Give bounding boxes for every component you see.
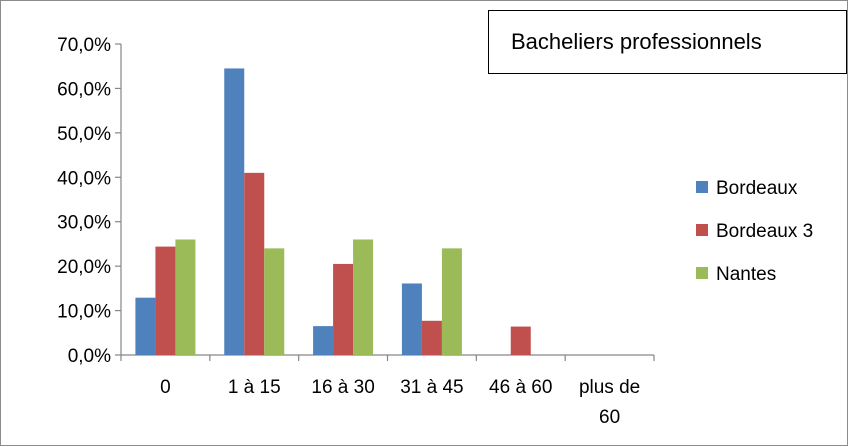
x-tick-label: plus de: [579, 377, 640, 398]
y-tick-label: 30,0%: [57, 213, 111, 234]
y-tick-label: 60,0%: [57, 79, 111, 100]
legend-swatch: [696, 267, 708, 279]
legend-label: Bordeaux: [716, 178, 798, 199]
bar-bordeaux: [313, 326, 334, 355]
bar-bordeaux-3: [333, 263, 354, 355]
bar-bordeaux-3: [244, 172, 265, 355]
bar-nantes: [175, 239, 196, 355]
x-tick-label: 0: [160, 377, 171, 398]
y-tick-label: 40,0%: [57, 168, 111, 189]
x-tick-label: 46 à 60: [489, 377, 552, 398]
legend-label: Nantes: [716, 264, 776, 285]
x-tick-label: 16 à 30: [311, 377, 374, 398]
bar-nantes: [441, 248, 462, 355]
bar-bordeaux-3: [155, 246, 176, 355]
bar-nantes: [353, 239, 374, 355]
legend-swatch: [696, 181, 708, 193]
bar-bordeaux: [224, 68, 245, 355]
y-tick-label: 10,0%: [57, 302, 111, 323]
x-tick-label: 60: [599, 407, 620, 428]
x-tick-label: 1 à 15: [228, 377, 281, 398]
legend-swatch: [696, 224, 708, 236]
bar-bordeaux-3: [510, 326, 531, 355]
y-tick-label: 20,0%: [57, 257, 111, 278]
bar-bordeaux: [401, 283, 422, 355]
bar-bordeaux-3: [421, 320, 442, 355]
y-tick-label: 0,0%: [68, 346, 111, 367]
bar-nantes: [264, 248, 285, 355]
y-tick-label: 70,0%: [57, 35, 111, 56]
legend-label: Bordeaux 3: [716, 221, 813, 242]
chart-title: Bacheliers professionnels: [488, 10, 847, 74]
x-tick-label: 31 à 45: [400, 377, 463, 398]
bar-bordeaux: [135, 297, 156, 355]
y-tick-label: 50,0%: [57, 124, 111, 145]
